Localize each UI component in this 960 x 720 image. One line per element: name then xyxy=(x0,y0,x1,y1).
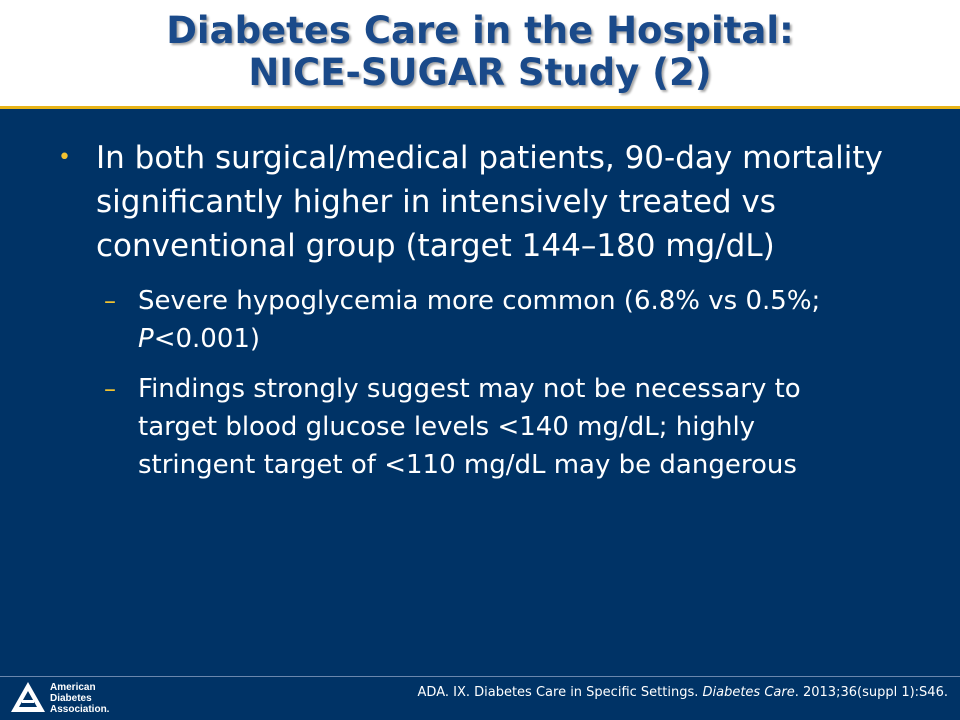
citation-part-1: ADA. IX. Diabetes Care in Specific Setti… xyxy=(417,685,703,700)
main-bullet-text: In both surgical/medical patients, 90-da… xyxy=(96,140,883,264)
logo-line-2: Diabetes xyxy=(50,693,92,704)
logo-line-1: American xyxy=(50,682,96,693)
citation-journal: Diabetes Care xyxy=(702,685,795,700)
subbullet-findings-text: Findings strongly suggest may not be nec… xyxy=(138,374,801,480)
ada-logo: American Diabetes Association. xyxy=(10,681,120,715)
logo-line-3: Association. xyxy=(50,704,110,715)
slide-title-line-2: NICE-SUGAR Study (2) xyxy=(248,51,712,94)
slide-title: Diabetes Care in the Hospital: NICE-SUGA… xyxy=(0,10,960,94)
citation-part-2: . 2013;36(suppl 1):S46. xyxy=(794,685,948,700)
subbullet-findings: – Findings strongly suggest may not be n… xyxy=(58,370,918,484)
subbullet-hypoglycemia-text: Severe hypoglycemia more common (6.8% vs… xyxy=(138,282,838,358)
bullet-dot-icon: • xyxy=(58,145,71,170)
slide-title-line-1: Diabetes Care in the Hospital: xyxy=(166,9,794,52)
ada-logo-text: American Diabetes Association. xyxy=(50,682,109,715)
dash-icon: – xyxy=(104,287,116,315)
p-value-symbol: P xyxy=(138,324,154,354)
main-bullet: • In both surgical/medical patients, 90-… xyxy=(58,136,918,268)
dash-icon: – xyxy=(104,375,116,403)
subbullet-hypoglycemia: – Severe hypoglycemia more common (6.8% … xyxy=(58,282,918,358)
citation: ADA. IX. Diabetes Care in Specific Setti… xyxy=(418,685,948,701)
footer-divider xyxy=(0,676,960,677)
ada-logo-icon xyxy=(11,682,45,712)
title-bar: Diabetes Care in the Hospital: NICE-SUGA… xyxy=(0,0,960,109)
slide-content: • In both surgical/medical patients, 90-… xyxy=(58,136,918,484)
hypoglycemia-text-part-1: Severe hypoglycemia more common (6.8% vs… xyxy=(138,286,821,316)
hypoglycemia-text-part-2: <0.001) xyxy=(153,324,261,354)
